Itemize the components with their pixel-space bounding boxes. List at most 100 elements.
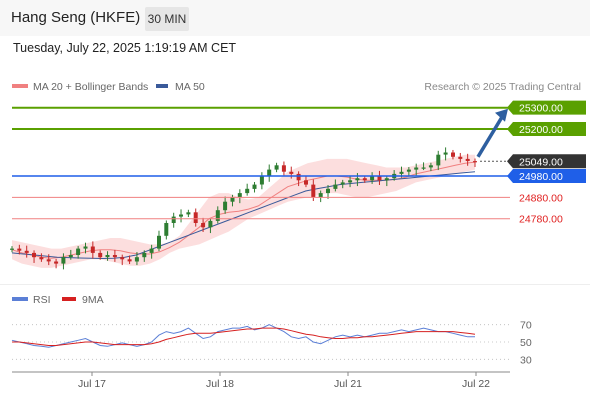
candle-body [83, 246, 88, 249]
candle-body [428, 165, 433, 168]
candle-body [399, 171, 404, 174]
candle-body [32, 252, 36, 258]
candle-body [98, 252, 103, 258]
candle-body [76, 248, 81, 255]
x-tick-label: Jul 18 [206, 378, 234, 390]
ma50-line [11, 171, 476, 260]
ma20-legend-label: MA 20 + Bollinger Bands [33, 81, 148, 93]
candle-body [215, 210, 220, 221]
candle-body [274, 165, 279, 170]
candle-body [473, 161, 477, 163]
price-plot [10, 147, 477, 270]
candle-body [436, 154, 441, 166]
rsi-legend-label: RSI [33, 294, 51, 306]
rsi-tick-label: 30 [520, 354, 532, 366]
candle-body [120, 257, 125, 260]
candle-body [230, 197, 235, 202]
candle-body [465, 158, 470, 161]
candle-body [142, 252, 147, 258]
candle-body [304, 180, 308, 185]
candle-body [127, 259, 132, 262]
candle-body [10, 248, 14, 250]
candle-body [414, 167, 419, 170]
x-axis: Jul 17 Jul 18 Jul 21 Jul 22 [78, 372, 490, 390]
candle-body [296, 173, 301, 181]
rsi-tick-label: 70 [520, 320, 532, 332]
candle-body [61, 257, 66, 264]
candle-body [362, 178, 367, 181]
candle-body [370, 176, 375, 181]
rsi-ma-legend-label: 9MA [82, 294, 104, 306]
candle-body [252, 184, 257, 189]
candle-body [326, 188, 330, 194]
level-tag-25049.00 [507, 154, 586, 169]
candle-body [90, 246, 95, 253]
rsi-tick-label: 50 [520, 337, 532, 349]
candle-body [348, 180, 353, 183]
candle-body [149, 248, 154, 253]
x-tick-label: Jul 21 [334, 378, 362, 390]
bollinger-band [12, 154, 475, 268]
candle-body [340, 182, 345, 185]
candle-body [112, 255, 117, 258]
candle-body [318, 193, 323, 198]
candle-body [267, 169, 272, 176]
candle-body [377, 176, 382, 181]
candle-body [68, 255, 73, 258]
candle-body [105, 255, 110, 258]
candle-body [208, 220, 213, 228]
rsi-series-RSI [11, 324, 475, 348]
forecast-arrow-head [495, 108, 508, 122]
candle-body [311, 184, 316, 198]
level-label: 24780.00 [519, 214, 563, 226]
candle-body [157, 235, 161, 249]
candle-body [193, 212, 198, 223]
candle-body [281, 165, 286, 172]
candle-body [54, 261, 59, 264]
timeframe-button[interactable]: 30 MIN [145, 7, 189, 31]
x-tick-label: Jul 17 [78, 378, 106, 390]
instrument-title: Hang Seng (HKFE) [11, 9, 141, 26]
candle-body [223, 201, 228, 211]
level-tag-25300.00 [507, 100, 586, 115]
level-label: 25049.00 [519, 156, 563, 168]
candle-body [333, 184, 338, 189]
level-label: 24980.00 [519, 171, 563, 183]
forecast-arrow-shaft [476, 112, 506, 158]
candle-body [237, 193, 242, 198]
header-bar: Hang Seng (HKFE) 30 MIN [0, 0, 590, 36]
credit-label: Research © 2025 Trading Central [424, 81, 581, 93]
candle-body [24, 250, 29, 253]
candle-body [186, 212, 191, 215]
candle-body [421, 167, 426, 169]
panel-divider [0, 284, 590, 285]
candle-body [259, 176, 264, 185]
level-label: 25200.00 [519, 124, 563, 136]
candle-body [384, 178, 389, 181]
candle-body [134, 257, 139, 262]
candle-body [46, 259, 51, 262]
rsi-plot: 70 50 30 [11, 320, 532, 366]
candle-body [171, 216, 176, 223]
candle-body [443, 152, 448, 155]
candle-body [39, 257, 44, 260]
candle-body [17, 248, 22, 251]
level-lines: 25300.00 25200.00 25049.00 24980.00 24880.00… [12, 100, 586, 226]
candle-body [406, 169, 411, 172]
level-tag-24980.00 [507, 169, 586, 184]
x-tick-label: Jul 22 [462, 378, 490, 390]
candle-body [355, 178, 360, 181]
ma50-legend-label: MA 50 [175, 81, 205, 93]
candle-body [179, 214, 183, 217]
datetime-label: Tuesday, July 22, 2025 1:19:19 AM CET [13, 41, 237, 55]
candle-body [201, 223, 206, 228]
level-label: 25300.00 [519, 103, 563, 115]
level-label: 24880.00 [519, 192, 563, 204]
candle-body [458, 156, 463, 159]
level-tag-25200.00 [507, 122, 586, 137]
candle-body [164, 223, 169, 236]
rsi-series-9MA [12, 327, 476, 346]
candle-body [451, 152, 455, 157]
